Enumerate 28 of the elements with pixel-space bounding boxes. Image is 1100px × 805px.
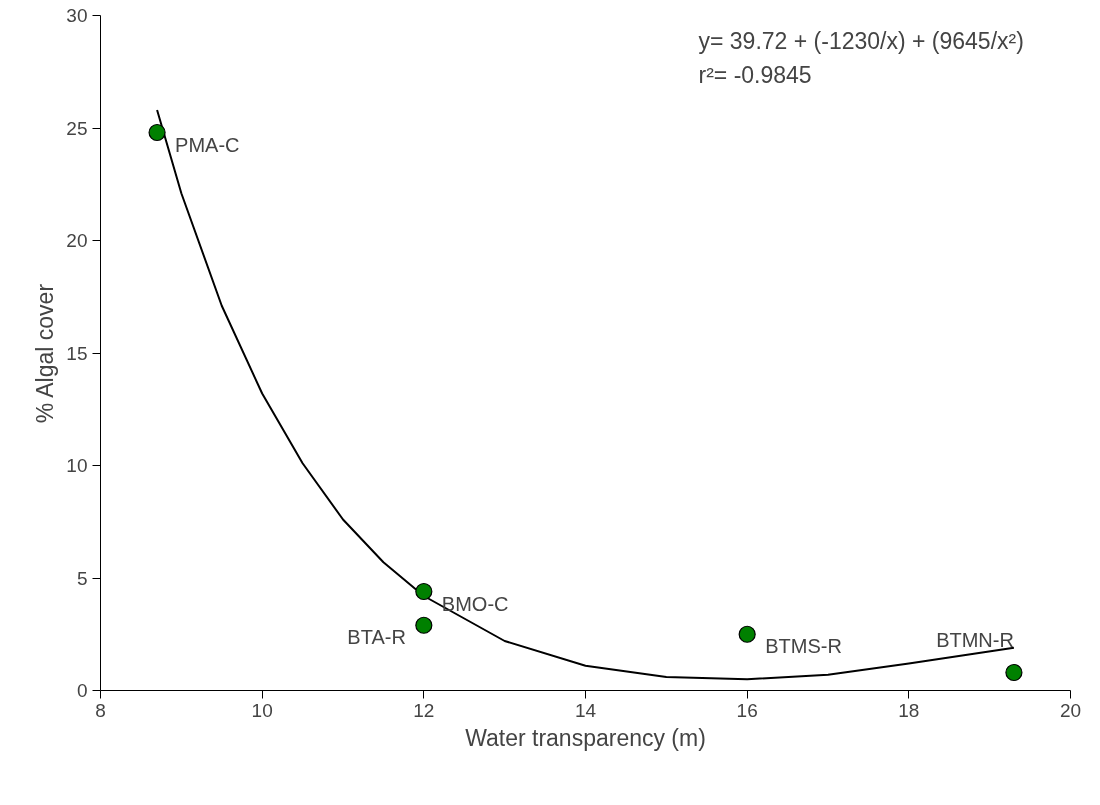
annotation: y= 39.72 + (-1230/x) + (9645/x²) [698,27,1024,54]
point [738,625,756,643]
annotation: BMO-C [441,592,509,615]
x-tick-label: 14 [574,699,597,721]
point [415,582,433,601]
annotation: BTMN-R [936,628,1014,651]
y-tick-label: 10 [66,455,88,476]
point [148,123,166,142]
y-axis-title: % Algal cover [32,283,59,424]
annotation: BTA-R [347,626,406,649]
x-tick-label: 16 [736,699,758,721]
x-tick-label: 18 [898,699,920,721]
x-tick-label: 8 [95,699,106,721]
point [1005,663,1023,682]
annotation: BTMS-R [765,635,842,658]
y-tick-label: 5 [76,567,88,589]
x-tick-label: 20 [1059,699,1082,721]
point [415,616,433,634]
y-tick-label: 30 [66,5,88,26]
annotation: PMA-C [175,133,240,156]
x-axis-title: Water transparency (m) [465,724,706,751]
x-tick-label: 12 [413,699,435,721]
y-tick-label: 25 [66,117,88,139]
y-tick-label: 15 [66,342,88,364]
x-tick-label: 10 [251,699,273,721]
y-tick-label: 20 [66,230,88,251]
y-tick-label: 0 [76,680,88,701]
annotation: r²= -0.9845 [698,61,812,88]
